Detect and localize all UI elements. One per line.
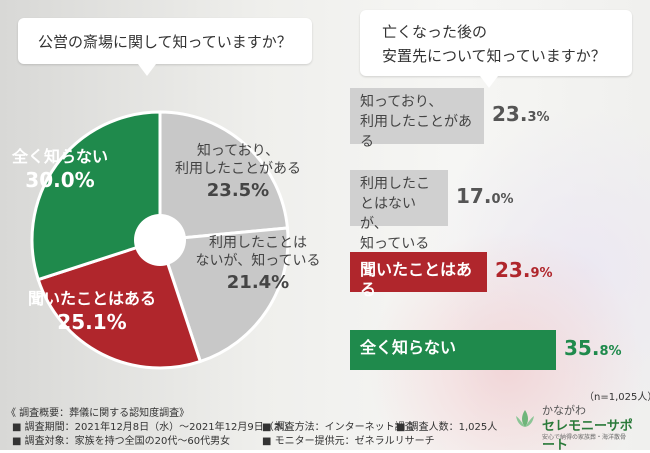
question2-text: 亡くなった後の 安置先について知っていますか？ bbox=[382, 23, 606, 65]
question2-bubble: 亡くなった後の 安置先について知っていますか？ bbox=[360, 10, 632, 88]
bar-used: 知っており、 利用したことがある bbox=[350, 88, 484, 150]
survey-period: ■ 調査期間：2021年12月8日（水）〜2021年12月9日（木） bbox=[12, 422, 294, 433]
bar-unaware: 全く知らない bbox=[350, 330, 556, 370]
bar-heard: 聞いたことはある bbox=[350, 252, 487, 299]
pie-label-heard: 聞いたことはある 25.1% bbox=[22, 289, 162, 335]
logo-brand: セレモニーサポート bbox=[542, 419, 633, 453]
survey-overview: 《 調査概要：葬儀に関する認知度調査》 bbox=[6, 408, 190, 419]
question1-bubble: 公営の斎場に関して知っていますか？ bbox=[18, 18, 312, 76]
bar-aware: 利用したことはないが、 知っている bbox=[350, 170, 448, 252]
pie-value-unaware: 30.0% bbox=[25, 168, 95, 192]
survey-method: ■ 調査方法：インターネット調査 bbox=[262, 422, 415, 433]
pie-label-used: 知っており、 利用したことがある 23.5% bbox=[168, 142, 308, 201]
bar-value-used: 23.3% bbox=[492, 102, 550, 126]
pie-slice-aware bbox=[157, 226, 290, 364]
pie-category-aware: 利用したことは ないが、知っている bbox=[195, 235, 321, 269]
bar-value-unaware: 35.8% bbox=[564, 336, 622, 360]
logo-name: かながわ bbox=[542, 404, 586, 417]
pie-value-aware: 21.4% bbox=[226, 272, 290, 293]
logo-tagline: 安心で納得の家族葬・海洋散骨 bbox=[542, 434, 627, 441]
bar-value-aware: 17.0% bbox=[456, 184, 514, 208]
sample-size-label: （n=1,025人） bbox=[584, 392, 650, 403]
pie-slice-used bbox=[158, 110, 290, 242]
pie-label-unaware: 全く知らない 30.0% bbox=[0, 147, 130, 193]
pie-value-heard: 25.1% bbox=[57, 310, 127, 334]
pie-category-heard: 聞いたことはある bbox=[27, 289, 156, 308]
pie-center-hole bbox=[134, 214, 186, 266]
survey-count: ■ 調査人数：1,025人 bbox=[396, 422, 498, 433]
question1-text: 公営の斎場に関して知っていますか？ bbox=[38, 33, 292, 51]
pie-category-used: 知っており、 利用したことがある bbox=[175, 143, 301, 177]
lotus-icon bbox=[516, 410, 534, 427]
pie-category-unaware: 全く知らない bbox=[11, 147, 108, 166]
company-logo: かながわ セレモニーサポート 安心で納得の家族葬・海洋散骨 bbox=[512, 402, 642, 453]
pie-label-aware: 利用したことは ないが、知っている 21.4% bbox=[188, 234, 328, 293]
survey-provider: ■ モニター提供元：ゼネラルリサーチ bbox=[262, 436, 435, 447]
bar-value-heard: 23.9% bbox=[495, 258, 553, 282]
survey-target: ■ 調査対象：家族を持つ全国の20代〜60代男女 bbox=[12, 436, 231, 447]
pie-slice-heard bbox=[36, 238, 203, 370]
pie-value-used: 23.5% bbox=[206, 180, 270, 201]
pie-slice-unaware bbox=[30, 110, 162, 282]
